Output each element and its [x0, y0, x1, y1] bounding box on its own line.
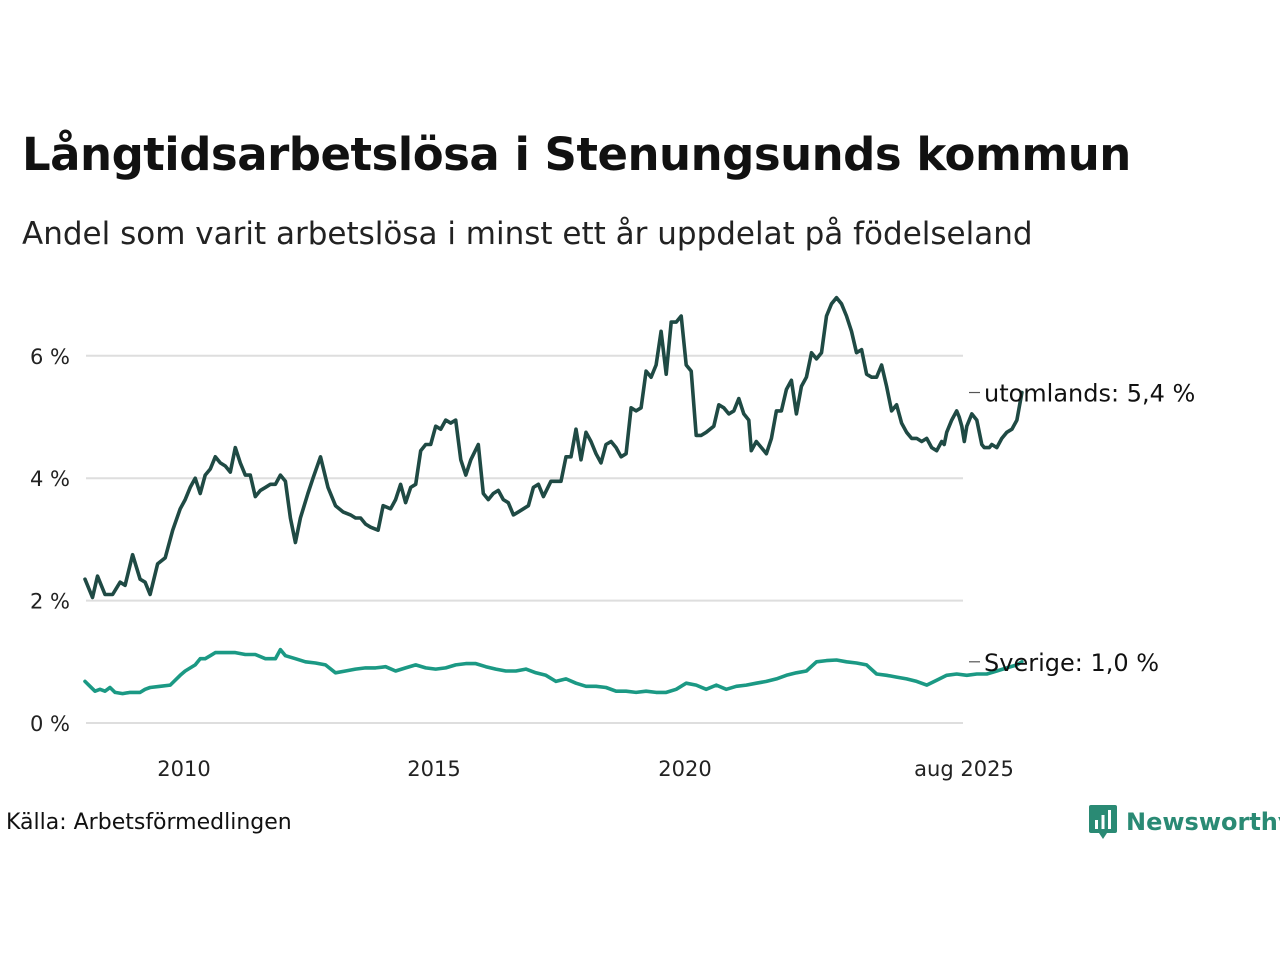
y-tick-label: 0 % [30, 712, 70, 736]
source-note: Källa: Arbetsförmedlingen [6, 810, 292, 835]
y-tick-label: 6 % [30, 345, 70, 369]
newsworthy-logo-icon [1089, 805, 1117, 839]
x-tick-label: 2015 [407, 757, 460, 781]
x-tick-label: 2010 [157, 757, 210, 781]
y-axis-ticks: 0 % 2 % 4 % 6 % [30, 345, 70, 736]
series-line-sverige [83, 647, 1024, 696]
series-end-label: Sverige: 1,0 % [984, 649, 1159, 677]
chart-title: Långtidsarbetslösa i Stenungsunds kommun [22, 128, 1131, 181]
series-end-label: utomlands: 5,4 % [984, 380, 1195, 408]
y-tick-label: 4 % [30, 467, 70, 491]
series-end-labels: utomlands: 5,4 % Sverige: 1,0 % [969, 380, 1195, 677]
x-tick-label: 2020 [658, 757, 711, 781]
series-line-utomlands [83, 295, 1024, 600]
series-lines [83, 295, 1024, 696]
chart-subtitle: Andel som varit arbetslösa i minst ett å… [22, 216, 1033, 252]
brand-name: Newsworthy [1126, 808, 1280, 836]
y-tick-label: 2 % [30, 590, 70, 614]
newsworthy-logo: Newsworthy [1088, 804, 1280, 840]
x-tick-label: aug 2025 [914, 757, 1014, 781]
x-axis-ticks: 2010 2015 2020 aug 2025 [157, 757, 1014, 781]
